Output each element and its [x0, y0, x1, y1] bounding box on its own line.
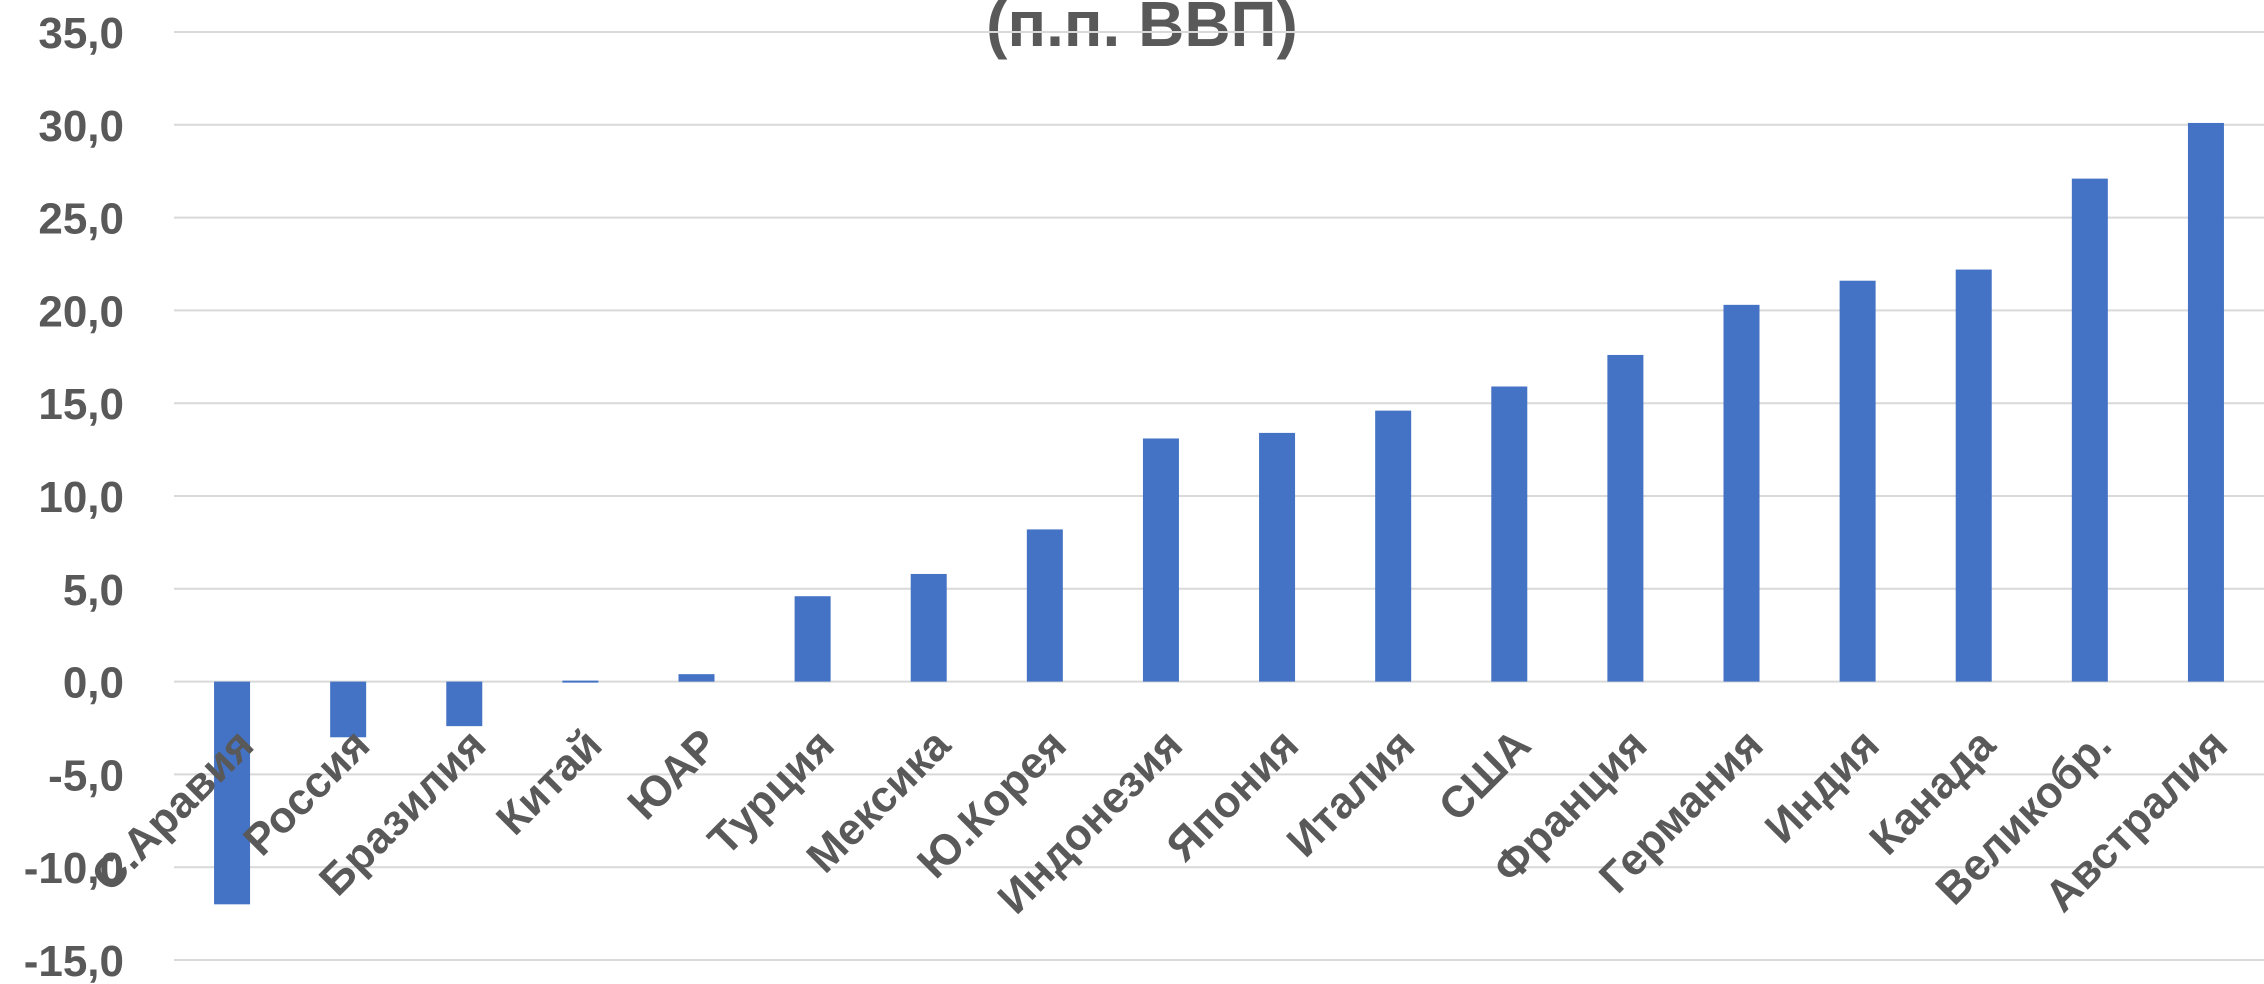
y-tick-label: 20,0 — [38, 287, 124, 336]
bar-1 — [214, 681, 251, 905]
bar-11 — [1375, 410, 1412, 682]
y-tick-label: -5,0 — [48, 751, 124, 800]
bar-5 — [678, 674, 715, 682]
bar-2 — [330, 681, 367, 738]
x-tick-label: США — [1429, 720, 1540, 831]
bar-12 — [1491, 386, 1528, 682]
bar-15 — [1839, 280, 1876, 682]
y-tick-label: -15,0 — [24, 937, 124, 984]
bar-17 — [2071, 178, 2108, 682]
bar-14 — [1723, 304, 1760, 682]
bar-4 — [562, 680, 599, 683]
gridlines — [174, 31, 2264, 961]
y-tick-label: 30,0 — [38, 102, 124, 151]
y-axis-ticks: -15,0 -10,0 -5,0 0,0 5,0 10,0 15,0 20,0 25,0 30,0… — [24, 9, 124, 984]
y-tick-label: 0,0 — [63, 659, 124, 708]
bars — [214, 122, 2224, 905]
y-tick-label: 5,0 — [63, 566, 124, 615]
y-tick-label: 15,0 — [38, 380, 124, 429]
bar-6 — [794, 596, 831, 682]
bar-10 — [1259, 432, 1296, 682]
y-tick-label: -10,0 — [24, 844, 124, 893]
bar-3 — [446, 681, 483, 727]
bar-18 — [2187, 122, 2224, 682]
y-tick-label: 25,0 — [38, 195, 124, 244]
bar-8 — [1026, 529, 1063, 682]
bar-9 — [1142, 438, 1179, 682]
x-tick-label: Италия — [1278, 720, 1425, 867]
y-tick-label: 35,0 — [38, 9, 124, 58]
y-tick-label: 10,0 — [38, 473, 124, 522]
chart-title: (п.п. ВВП) — [986, 0, 1298, 60]
bar-13 — [1607, 354, 1644, 682]
x-tick-label: Китай — [487, 720, 611, 844]
bar-7 — [910, 573, 947, 682]
bar-16 — [1955, 269, 1992, 682]
